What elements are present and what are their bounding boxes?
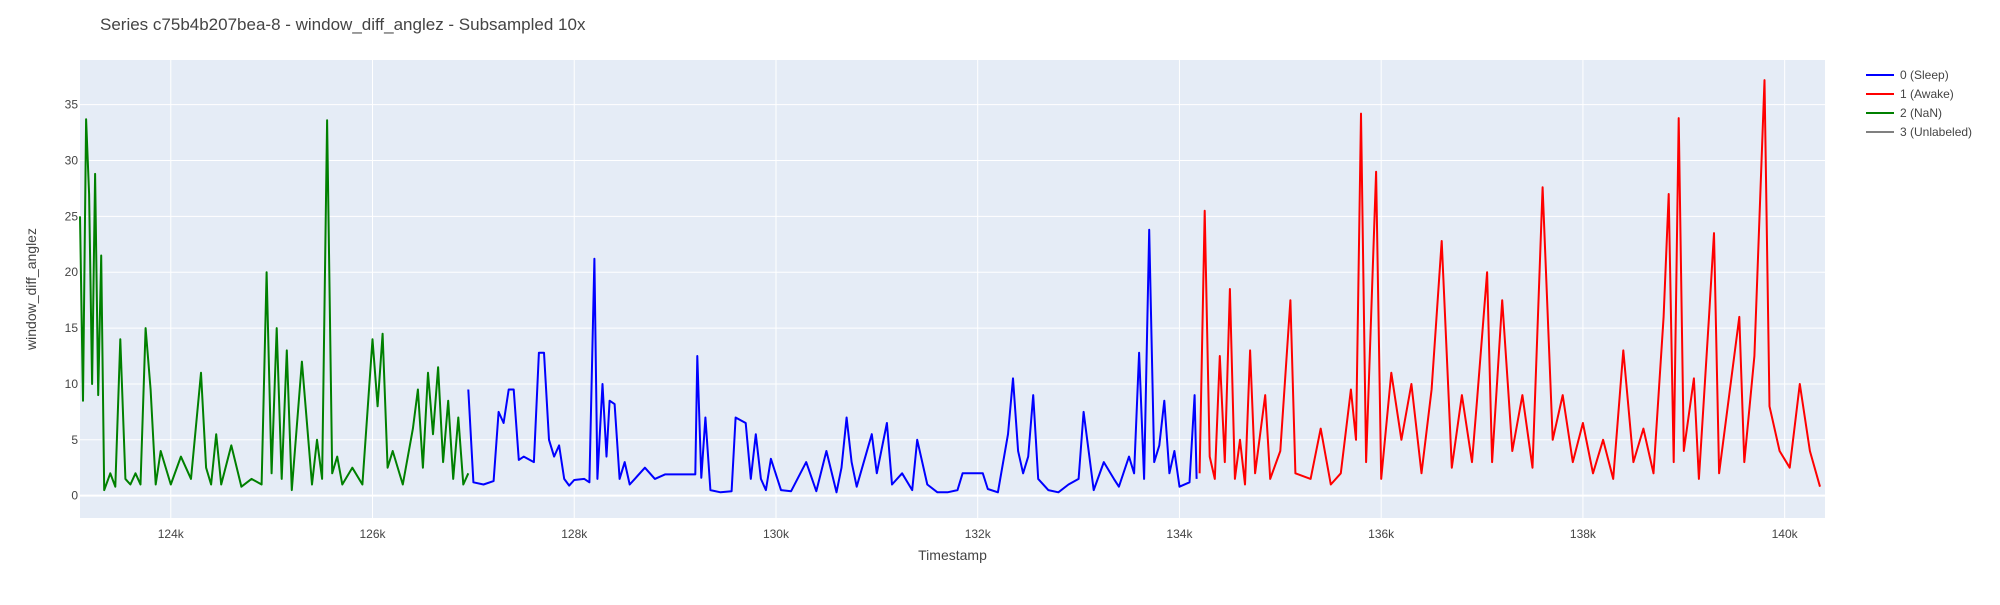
- x-tick-label: 124k: [158, 527, 185, 541]
- legend-label: 2 (NaN): [1900, 106, 1942, 120]
- y-axis-ticks: 0 5 10 15 20 25 30 35: [65, 98, 79, 503]
- y-tick-label: 30: [65, 154, 79, 168]
- x-axis-ticks: 124k 126k 128k 130k 132k 134k 136k 138k 140k: [158, 527, 1799, 541]
- series-line-0[interactable]: [467, 228, 1198, 494]
- chart-title: Series c75b4b207bea-8 - window_diff_angl…: [100, 15, 586, 34]
- y-tick-label: 25: [65, 209, 79, 223]
- legend[interactable]: 0 (Sleep) 1 (Awake) 2 (NaN) 3 (Unlabeled): [1866, 68, 1972, 139]
- y-tick-label: 5: [71, 433, 78, 447]
- x-tick-label: 134k: [1166, 527, 1193, 541]
- x-tick-label: 128k: [561, 527, 588, 541]
- x-tick-label: 140k: [1772, 527, 1799, 541]
- x-tick-label: 136k: [1368, 527, 1395, 541]
- series-line-1[interactable]: [1198, 79, 1821, 487]
- gridlines: [80, 60, 1825, 518]
- legend-item[interactable]: 2 (NaN): [1866, 106, 1942, 120]
- y-tick-label: 20: [65, 265, 79, 279]
- legend-label: 3 (Unlabeled): [1900, 125, 1972, 139]
- legend-label: 1 (Awake): [1900, 87, 1954, 101]
- plot-area[interactable]: [80, 60, 1825, 518]
- x-tick-label: 132k: [965, 527, 992, 541]
- x-tick-label: 126k: [359, 527, 386, 541]
- x-axis-title: Timestamp: [918, 547, 987, 563]
- x-tick-label: 130k: [763, 527, 790, 541]
- y-tick-label: 10: [65, 377, 79, 391]
- legend-item[interactable]: 0 (Sleep): [1866, 68, 1949, 82]
- legend-item[interactable]: 1 (Awake): [1866, 87, 1954, 101]
- series-lines: [79, 79, 1821, 494]
- y-tick-label: 15: [65, 321, 79, 335]
- legend-label: 0 (Sleep): [1900, 68, 1949, 82]
- x-tick-label: 138k: [1570, 527, 1597, 541]
- y-axis-title: window_diff_anglez: [23, 228, 39, 351]
- y-tick-label: 35: [65, 98, 79, 112]
- y-tick-label: 0: [71, 489, 78, 503]
- legend-item[interactable]: 3 (Unlabeled): [1866, 125, 1972, 139]
- series-line-2[interactable]: [79, 118, 470, 492]
